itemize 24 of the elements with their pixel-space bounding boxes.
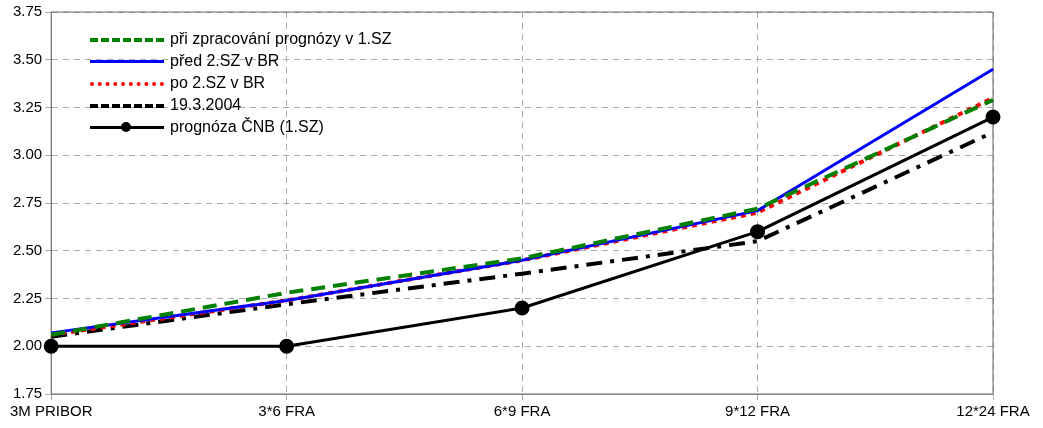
y-tick-label: 2.75 [12, 193, 43, 211]
point [43, 338, 59, 354]
point [985, 109, 1001, 125]
x-tick-label: 12*24 FRA [956, 402, 1030, 420]
y-tick-label: 2.50 [12, 240, 43, 258]
x-tick-label: 3*6 FRA [258, 402, 315, 420]
x-tick-label: 6*9 FRA [493, 402, 551, 420]
point [279, 338, 295, 354]
legend-label: při zpracování prognózy v 1.SZ [170, 30, 392, 48]
y-tick-label: 3.00 [12, 145, 43, 163]
legend-label: před 2.SZ v BR [170, 52, 280, 70]
y-tick-label: 2.00 [12, 336, 43, 354]
y-tick-label: 3.75 [12, 2, 43, 20]
legend-label: prognóza ČNB (1.SZ) [170, 118, 324, 136]
point [514, 300, 530, 316]
point [750, 224, 766, 240]
x-tick-label: 3M PRIBOR [9, 402, 93, 420]
legend-label: 19.3.2004 [170, 96, 242, 114]
y-tick-label: 3.25 [12, 97, 43, 115]
legend-label: po 2.SZ v BR [170, 74, 266, 92]
y-tick-label: 2.25 [12, 288, 43, 306]
x-tick-label: 9*12 FRA [725, 402, 791, 420]
y-tick-label: 3.50 [12, 49, 43, 67]
y-tick-label: 1.75 [12, 384, 43, 402]
